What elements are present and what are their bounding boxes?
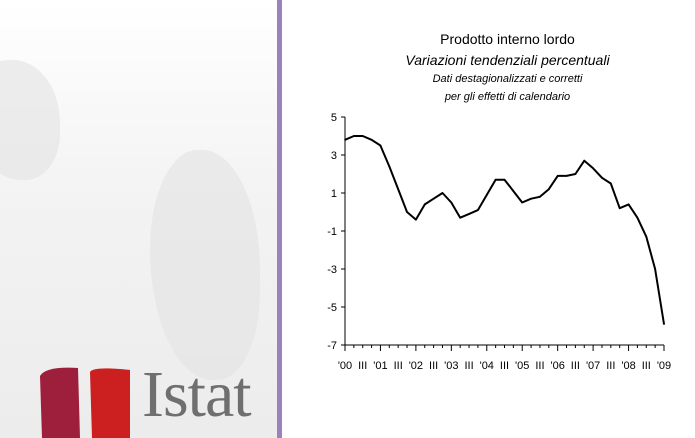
data-point bbox=[636, 216, 639, 219]
x-tick-label: '04 bbox=[480, 360, 494, 372]
x-tick-label: III bbox=[429, 360, 438, 372]
x-tick-label: '08 bbox=[621, 360, 635, 372]
y-tick-label: -1 bbox=[327, 226, 337, 238]
data-point bbox=[494, 178, 497, 181]
x-tick-label: '09 bbox=[657, 360, 671, 372]
y-tick-label: -3 bbox=[327, 264, 337, 276]
data-point bbox=[565, 175, 568, 177]
data-point bbox=[592, 167, 594, 170]
x-tick-label: III bbox=[642, 360, 651, 372]
data-point bbox=[406, 211, 408, 213]
data-point bbox=[654, 268, 656, 270]
logo-left-shape bbox=[40, 367, 80, 438]
chart-note-line1: Dati destagionalizzati e corretti bbox=[432, 73, 583, 85]
x-tick-label: III bbox=[464, 360, 473, 372]
x-tick-label: III bbox=[500, 360, 509, 372]
x-tick-label: '01 bbox=[373, 360, 387, 372]
x-tick-label: III bbox=[394, 360, 403, 372]
data-point bbox=[512, 190, 515, 192]
data-point bbox=[610, 182, 612, 185]
data-point bbox=[574, 173, 577, 175]
y-tick-label: -5 bbox=[327, 302, 337, 314]
data-point bbox=[459, 216, 461, 219]
data-point bbox=[361, 135, 364, 137]
y-tick-label: 5 bbox=[331, 112, 337, 124]
data-point bbox=[432, 197, 435, 200]
data-point bbox=[663, 323, 665, 325]
x-tick-label: '00 bbox=[338, 360, 352, 372]
data-point bbox=[485, 194, 488, 196]
x-tick-label: III bbox=[571, 360, 580, 372]
data-point bbox=[530, 197, 532, 200]
istat-logo-mark bbox=[40, 367, 130, 438]
y-tick-label: 3 bbox=[331, 150, 337, 162]
x-tick-label: '06 bbox=[550, 360, 564, 372]
data-point bbox=[379, 144, 382, 147]
data-point bbox=[618, 207, 621, 209]
x-tick-label: '03 bbox=[444, 360, 458, 372]
data-point bbox=[468, 213, 470, 215]
x-tick-label: III bbox=[358, 360, 367, 372]
data-point bbox=[627, 203, 630, 206]
data-point bbox=[344, 139, 346, 141]
data-point bbox=[423, 203, 426, 206]
chart-note-line2: per gli effetti di calendario bbox=[444, 91, 571, 103]
chart-subtitle: Variazioni tendenziali percentuali bbox=[405, 52, 610, 68]
x-tick-label: III bbox=[606, 360, 615, 372]
data-point bbox=[388, 165, 391, 168]
data-point bbox=[450, 201, 453, 204]
data-point bbox=[415, 218, 417, 221]
background-shape bbox=[150, 150, 260, 380]
data-point bbox=[503, 178, 506, 181]
data-point bbox=[583, 159, 586, 162]
data-point bbox=[521, 201, 524, 204]
gdp-series-line bbox=[344, 135, 665, 325]
x-tick-label: '02 bbox=[409, 360, 423, 372]
data-point bbox=[548, 188, 550, 190]
x-tick-label: '07 bbox=[586, 360, 600, 372]
logo-right-shape bbox=[90, 368, 130, 438]
data-point bbox=[539, 196, 541, 198]
data-point bbox=[353, 135, 355, 137]
data-point bbox=[397, 188, 399, 190]
brand-wordmark: Istat bbox=[142, 358, 252, 431]
x-tick-label: III bbox=[535, 360, 544, 372]
y-tick-label: 1 bbox=[331, 188, 337, 200]
data-point bbox=[477, 209, 479, 211]
vertical-divider bbox=[277, 0, 282, 438]
chart-title: Prodotto interno lordo bbox=[440, 31, 575, 47]
left-background-panel bbox=[0, 0, 278, 438]
data-point bbox=[645, 235, 648, 238]
y-tick-label: -7 bbox=[327, 340, 337, 352]
data-point bbox=[441, 192, 444, 194]
data-point bbox=[370, 139, 373, 141]
x-tick-label: '05 bbox=[515, 360, 529, 372]
data-point bbox=[601, 177, 603, 179]
data-point bbox=[556, 175, 559, 177]
